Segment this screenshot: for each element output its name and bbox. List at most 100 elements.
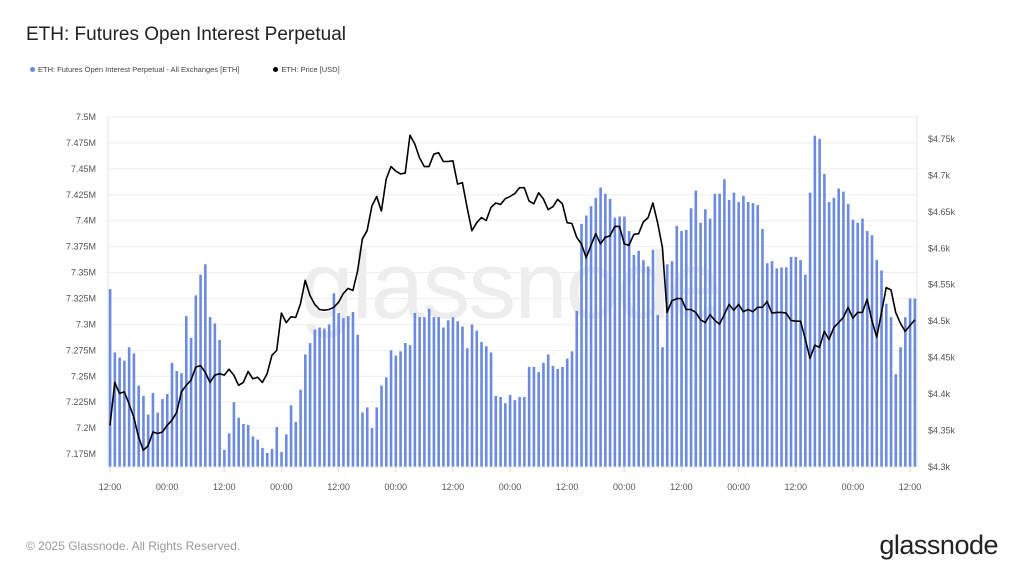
oi-bar	[794, 257, 798, 467]
oi-bar	[413, 313, 417, 467]
right-tick-label: $4.55k	[928, 280, 956, 290]
oi-bar	[570, 351, 574, 467]
oi-bar	[856, 222, 860, 467]
oi-bar	[270, 448, 274, 467]
oi-bar	[399, 351, 402, 467]
oi-bar	[875, 260, 879, 467]
oi-bar	[651, 249, 655, 467]
oi-bar	[384, 377, 388, 467]
oi-bar	[680, 231, 683, 467]
oi-bar	[818, 138, 821, 467]
oi-bar	[299, 389, 302, 467]
right-tick-label: $4.7k	[928, 170, 951, 180]
x-tick-label: 00:00	[270, 482, 293, 492]
oi-bar	[342, 318, 345, 467]
x-tick-label: 12:00	[670, 482, 693, 492]
oi-bar	[108, 289, 112, 467]
oi-bar	[542, 362, 545, 467]
oi-bar	[723, 179, 726, 467]
left-tick-label: 7.45M	[71, 164, 96, 174]
oi-bar	[537, 372, 540, 467]
left-tick-label: 7.425M	[66, 190, 96, 200]
left-tick-label: 7.275M	[66, 345, 96, 355]
oi-bar	[870, 235, 874, 467]
oi-bar	[546, 354, 550, 467]
left-tick-label: 7.175M	[66, 449, 96, 459]
oi-bar	[508, 394, 512, 467]
oi-bar	[656, 315, 660, 467]
oi-bar	[913, 298, 917, 467]
oi-bar	[908, 298, 912, 467]
oi-bar	[118, 357, 121, 467]
oi-bar	[594, 197, 598, 467]
oi-bar	[113, 352, 117, 467]
oi-bar	[370, 428, 374, 467]
oi-bar	[532, 366, 536, 467]
oi-bar	[527, 366, 531, 467]
x-tick-label: 00:00	[499, 482, 522, 492]
oi-bar	[599, 187, 602, 467]
oi-bar	[351, 311, 355, 467]
oi-bar	[465, 348, 469, 467]
oi-bar	[194, 295, 198, 467]
oi-bar	[146, 414, 150, 467]
oi-bar	[184, 316, 188, 467]
oi-bar	[513, 400, 517, 467]
oi-bar	[265, 453, 269, 467]
left-tick-label: 7.475M	[66, 138, 96, 148]
oi-bar	[480, 342, 483, 467]
oi-bar	[123, 360, 126, 467]
oi-bar	[732, 192, 736, 467]
oi-bar	[427, 308, 431, 467]
oi-bar	[642, 260, 645, 467]
oi-bar	[132, 353, 136, 467]
oi-bar	[637, 250, 640, 467]
oi-bar	[684, 230, 688, 467]
oi-bar	[756, 205, 760, 468]
x-tick-label: 00:00	[156, 482, 179, 492]
oi-bar	[251, 436, 255, 467]
oi-bar	[151, 392, 155, 467]
oi-bar	[475, 330, 479, 467]
oi-bar	[142, 395, 145, 467]
x-tick-label: 12:00	[213, 482, 236, 492]
x-tick-label: 00:00	[842, 482, 865, 492]
oi-bar	[294, 421, 298, 467]
oi-bar	[746, 202, 750, 467]
oi-bar	[446, 320, 450, 467]
oi-bar	[608, 198, 612, 468]
oi-bar	[404, 343, 407, 467]
oi-bar	[580, 223, 583, 467]
oi-bar	[613, 217, 617, 467]
oi-bar	[408, 345, 412, 467]
oi-bar	[489, 352, 493, 467]
oi-bar	[199, 274, 202, 467]
oi-bar	[256, 439, 260, 467]
oi-bar	[308, 343, 312, 467]
oi-bar	[165, 393, 169, 467]
oi-bar	[223, 449, 226, 467]
oi-bar	[237, 417, 240, 467]
oi-bar	[523, 397, 526, 467]
oi-bar	[156, 412, 160, 467]
oi-bar	[275, 427, 279, 467]
legend-dot-icon	[273, 67, 279, 72]
right-tick-label: $4.45k	[928, 353, 956, 363]
x-tick-label: 12:00	[899, 482, 922, 492]
oi-bar	[865, 231, 869, 467]
oi-bar	[556, 369, 560, 467]
oi-bar	[880, 270, 883, 467]
oi-bar	[804, 274, 807, 467]
oi-bar	[394, 355, 398, 467]
oi-bar	[380, 385, 383, 467]
oi-bar	[780, 267, 783, 467]
legend-item-open-interest[interactable]: ETH: Futures Open Interest Perpetual - A…	[30, 65, 239, 74]
oi-bar	[470, 324, 474, 467]
oi-bar	[361, 412, 364, 467]
legend-item-price[interactable]: ETH: Price [USD]	[273, 65, 340, 74]
x-tick-label: 12:00	[327, 482, 350, 492]
oi-bar	[242, 423, 245, 467]
oi-bar	[332, 293, 336, 467]
left-tick-label: 7.2M	[76, 423, 96, 433]
oi-bar	[694, 190, 698, 467]
